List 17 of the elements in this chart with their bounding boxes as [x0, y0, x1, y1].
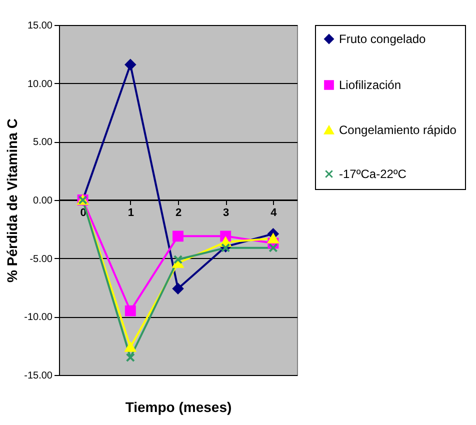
y-tick-label: 5.00: [33, 137, 53, 148]
x-tick-label: 2: [175, 207, 182, 219]
x-tick-label: 4: [270, 207, 278, 219]
x-axis-title: Tiempo (meses): [125, 399, 232, 415]
y-tick-label: 0.00: [33, 196, 53, 206]
x-tick-label: 1: [128, 207, 134, 219]
x-tick-label: 3: [223, 207, 230, 219]
legend-label: -17ºCa-22ºC: [339, 167, 407, 181]
y-axis-title: % Pérdida de Vitamina C: [4, 118, 20, 282]
y-tick-label: 10.00: [27, 78, 53, 90]
y-tick-label: -5.00: [30, 254, 53, 265]
legend-label: Liofilización: [339, 78, 402, 92]
legend-label: Congelamiento rápido: [339, 123, 457, 137]
legend-label: Fruto congelado: [339, 32, 426, 46]
y-tick-label: 15.00: [27, 20, 53, 32]
y-tick-label: -10.00: [24, 312, 53, 324]
y-tick-label: -15.00: [24, 370, 53, 382]
